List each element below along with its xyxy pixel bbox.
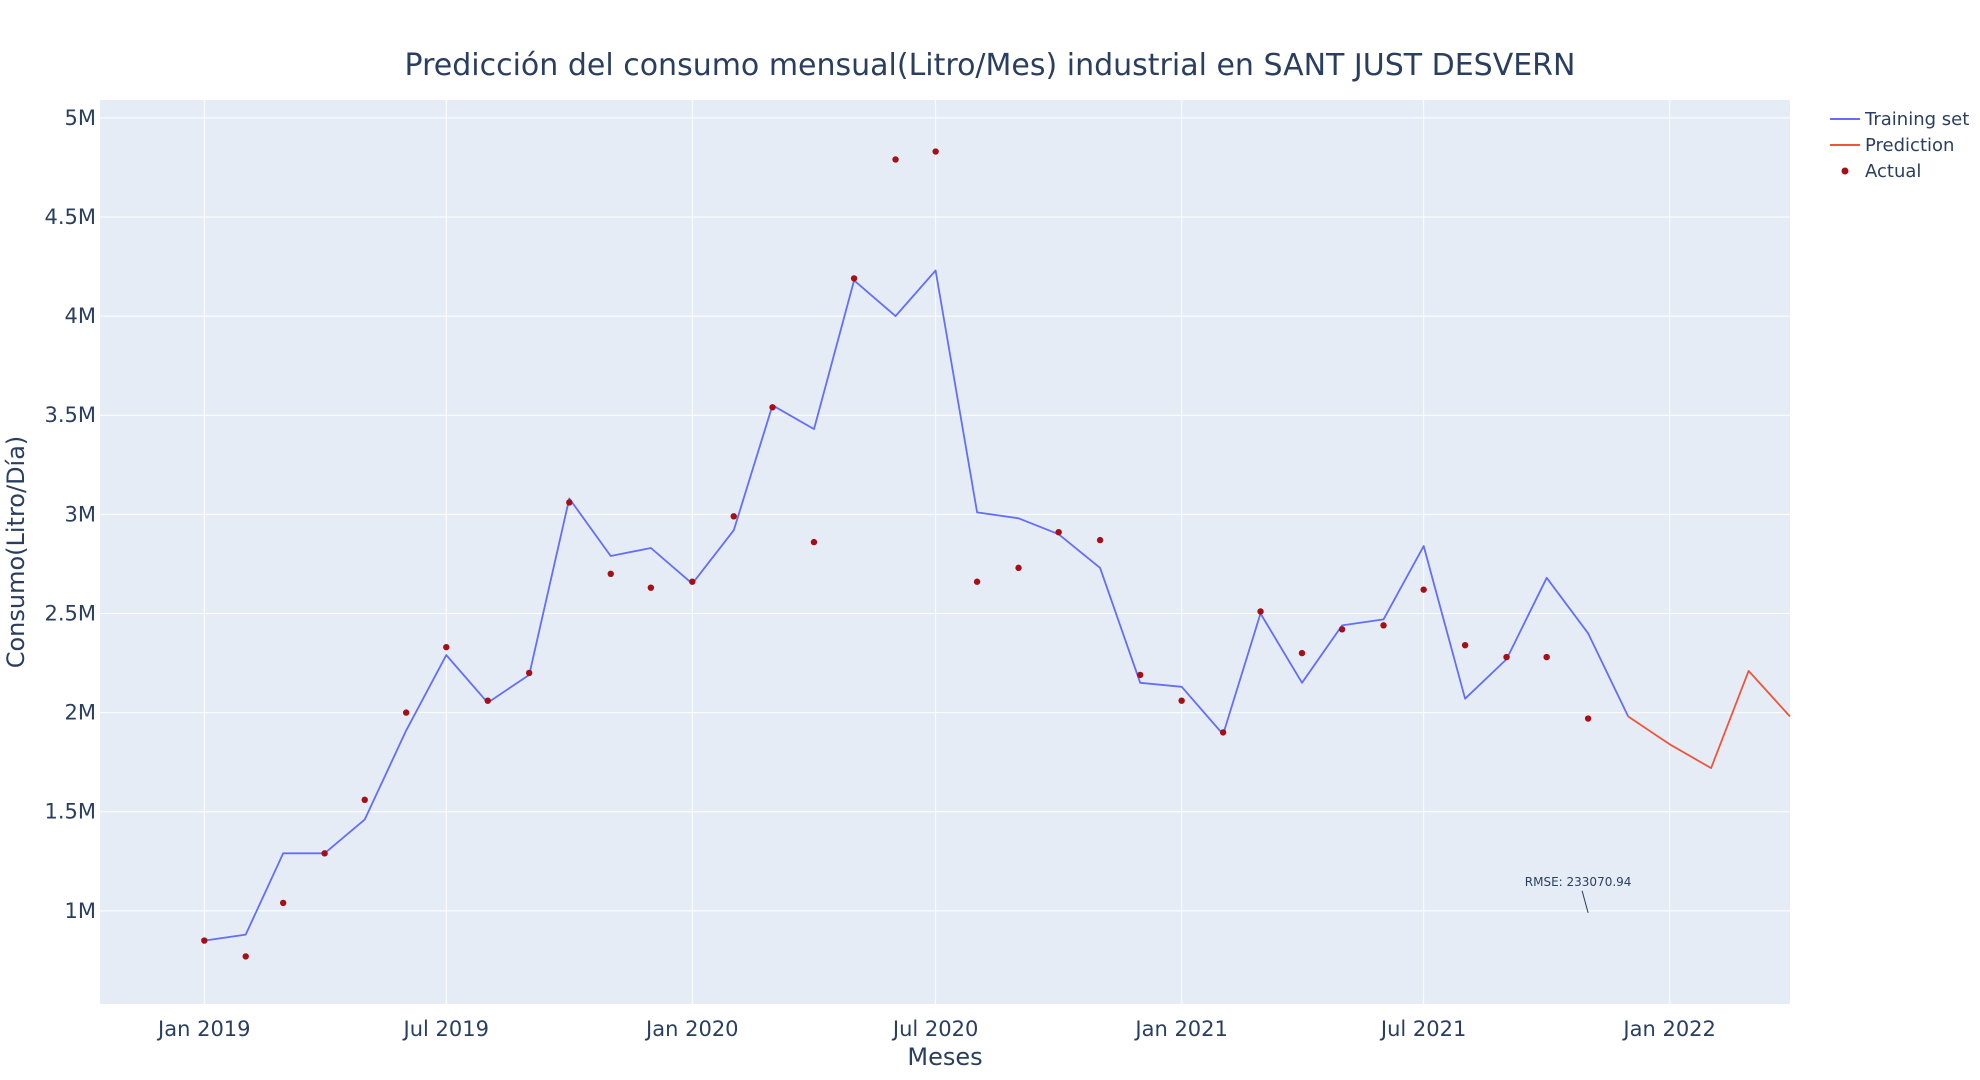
legend-label: Actual xyxy=(1865,161,1921,182)
data-point-actual xyxy=(1543,653,1550,661)
data-point-actual xyxy=(689,578,696,585)
data-point-actual xyxy=(607,570,614,578)
data-point-actual xyxy=(566,499,573,506)
data-point-actual xyxy=(647,584,655,591)
y-tick-label: 1M xyxy=(65,899,96,923)
data-point-actual xyxy=(361,796,368,804)
data-point-actual xyxy=(279,899,287,907)
data-point-actual xyxy=(1257,608,1264,615)
rmse-annotation: RMSE: 233070.94 xyxy=(1525,875,1632,889)
x-tick-label: Jul 2020 xyxy=(891,1017,978,1041)
x-axis-title: Meses xyxy=(907,1043,982,1071)
series-line-training-set xyxy=(204,269,1630,942)
data-point-actual xyxy=(1298,649,1306,657)
data-point-actual xyxy=(242,953,249,960)
data-point-actual xyxy=(1137,671,1144,679)
x-tick-label: Jul 2019 xyxy=(402,1017,489,1041)
data-point-actual xyxy=(1461,641,1469,649)
data-point-actual xyxy=(769,404,776,411)
data-point-actual xyxy=(201,937,208,944)
y-tick-label: 2.5M xyxy=(44,601,96,625)
data-point-actual xyxy=(730,513,737,520)
series-line-prediction xyxy=(1627,670,1791,769)
legend-swatch xyxy=(1841,167,1849,175)
y-tick-label: 1.5M xyxy=(44,800,96,824)
data-point-actual xyxy=(1584,715,1592,722)
y-tick-label: 2M xyxy=(65,701,96,725)
chart-title: Predicción del consumo mensual(Litro/Mes… xyxy=(405,48,1576,83)
y-axis-title: Consumo(Litro/Día) xyxy=(2,436,30,669)
annotation-arrow xyxy=(1581,890,1589,913)
x-tick-label: Jan 2022 xyxy=(1621,1017,1716,1041)
data-point-actual xyxy=(1503,653,1510,661)
series-layer xyxy=(201,148,1791,960)
data-point-actual xyxy=(973,578,981,585)
y-tick-label: 4.5M xyxy=(44,205,96,229)
annotation-layer: RMSE: 233070.94 xyxy=(1525,875,1632,913)
y-axis-ticks: 1M 1.5M 2M 2.5M 3M 3.5M 4M 4.5M 5M xyxy=(44,106,96,923)
y-tick-label: 5M xyxy=(65,106,96,130)
data-point-actual xyxy=(443,643,450,651)
x-tick-label: Jan 2020 xyxy=(644,1017,739,1041)
data-point-actual xyxy=(1338,626,1346,633)
data-point-actual xyxy=(892,156,899,163)
plot-area xyxy=(100,100,1790,1004)
legend-label: Training set xyxy=(1864,109,1969,130)
legend: Training set Prediction Actual xyxy=(1830,109,1969,182)
data-point-actual xyxy=(1178,697,1185,704)
grid-lines xyxy=(100,100,1790,1004)
y-tick-label: 3.5M xyxy=(44,403,96,427)
legend-label: Prediction xyxy=(1865,135,1954,156)
data-point-actual xyxy=(1015,564,1022,572)
x-tick-label: Jan 2021 xyxy=(1133,1017,1228,1041)
data-point-actual xyxy=(810,538,818,546)
data-point-actual xyxy=(1096,536,1104,544)
data-point-actual xyxy=(1420,586,1427,593)
data-point-actual xyxy=(484,697,491,704)
data-point-actual xyxy=(525,669,533,677)
data-point-actual xyxy=(850,275,858,282)
data-point-actual xyxy=(1219,729,1227,736)
data-point-actual xyxy=(321,850,328,857)
data-point-actual xyxy=(1055,528,1062,536)
y-tick-label: 3M xyxy=(65,502,96,526)
x-axis-ticks: Jan 2019 Jul 2019 Jan 2020 Jul 2020 Jan 2021… xyxy=(156,1017,1716,1041)
data-point-actual xyxy=(932,148,939,155)
x-tick-label: Jan 2019 xyxy=(156,1017,251,1041)
x-tick-label: Jul 2021 xyxy=(1379,1017,1466,1041)
y-tick-label: 4M xyxy=(65,304,96,328)
data-point-actual xyxy=(402,709,410,716)
data-point-actual xyxy=(1380,622,1387,629)
